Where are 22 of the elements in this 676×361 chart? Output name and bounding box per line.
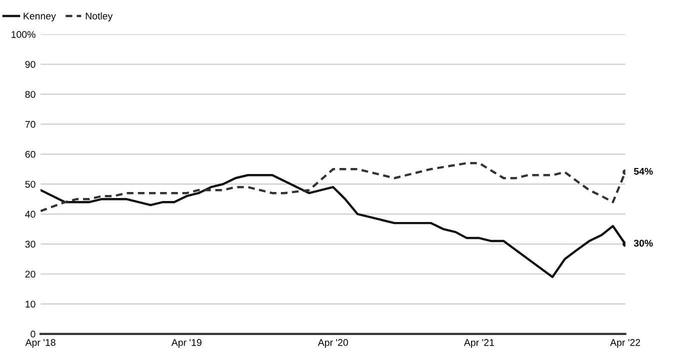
y-tick-label: 80	[25, 90, 36, 98]
y-tick-label: 60	[25, 150, 36, 158]
x-tick-label: Apr '21	[464, 339, 494, 348]
y-tick-label: 40	[25, 210, 36, 218]
y-tick-label: 0	[30, 330, 36, 338]
y-tick-label: 30	[25, 240, 36, 248]
legend-label: Kenney	[24, 12, 56, 22]
y-tick-label: 100%	[12, 31, 36, 38]
y-tick-label: 90	[25, 60, 36, 68]
x-tick-label: Apr '22	[610, 339, 640, 348]
line-series	[40, 162, 626, 212]
x-tick-label: Apr '18	[25, 339, 56, 348]
line-series	[40, 174, 626, 278]
data-label: 30%	[634, 240, 653, 247]
y-tick-label: 20	[25, 270, 36, 278]
x-tick-label: Apr '19	[171, 339, 202, 348]
x-tick-label: Apr '20	[318, 339, 348, 348]
y-tick-label: 70	[25, 120, 36, 128]
y-tick-label: 50	[25, 180, 36, 188]
data-label: 54%	[634, 168, 653, 175]
y-tick-label: 10	[26, 300, 36, 308]
legend-label: Notley	[86, 12, 113, 22]
